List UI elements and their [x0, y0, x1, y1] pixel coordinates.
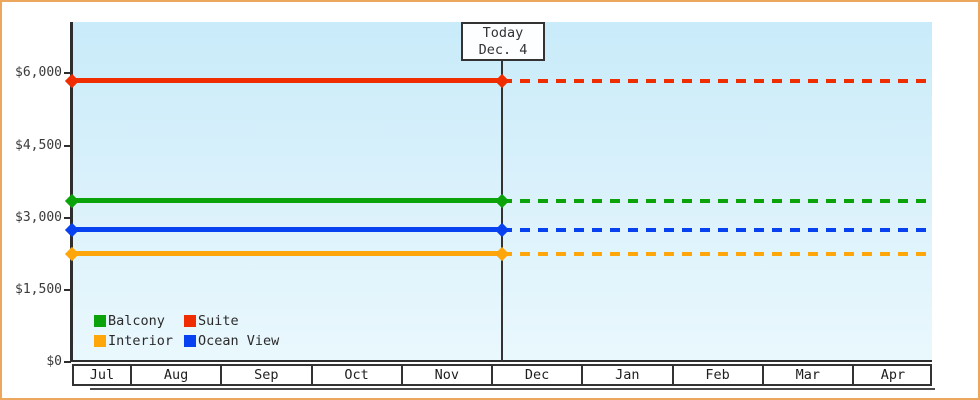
series-line-past-ocean-view — [72, 227, 502, 233]
legend-entry-ocean-view: Ocean View — [184, 333, 279, 349]
month-cell-feb: Feb — [674, 366, 764, 384]
series-line-future-ocean-view — [502, 227, 932, 232]
month-cell-jan: Jan — [583, 366, 674, 384]
y-tick-label-1500: $1,500 — [15, 281, 62, 297]
month-cell-nov: Nov — [403, 366, 493, 384]
legend-label-ocean-view: Ocean View — [198, 333, 280, 349]
today-vertical-line — [501, 22, 503, 362]
x-axis-month-row: Jul Aug Sep Oct Nov Dec Jan Feb Mar Apr — [72, 364, 932, 386]
y-tick-4500 — [64, 144, 71, 147]
legend-label-interior: Interior — [108, 333, 174, 349]
y-tick-3000 — [64, 216, 71, 219]
month-cell-sep: Sep — [222, 366, 313, 384]
y-tick-6000 — [64, 72, 71, 75]
series-line-future-interior — [502, 251, 932, 256]
month-cell-oct: Oct — [313, 366, 403, 384]
y-tick-label-6000: $6,000 — [15, 65, 62, 81]
legend-label-suite: Suite — [198, 313, 239, 329]
y-tick-1500 — [64, 288, 71, 291]
series-line-past-suite — [72, 78, 502, 84]
month-cell-dec: Dec — [493, 366, 584, 384]
legend-swatch-suite — [184, 315, 196, 327]
month-cell-mar: Mar — [764, 366, 854, 384]
today-annotation-box: Today Dec. 4 — [461, 22, 545, 61]
y-tick-label-4500: $4,500 — [15, 137, 62, 153]
legend: Balcony Suite Interior Ocean View — [94, 313, 279, 349]
legend-swatch-ocean-view — [184, 335, 196, 347]
legend-label-balcony: Balcony — [108, 313, 165, 329]
today-date-label: Dec. 4 — [478, 41, 528, 58]
month-axis-shadow-line — [90, 388, 935, 390]
series-line-past-interior — [72, 251, 502, 257]
series-line-future-suite — [502, 78, 932, 83]
month-cell-aug: Aug — [132, 366, 223, 384]
legend-entry-balcony: Balcony — [94, 313, 184, 329]
month-cell-jul: Jul — [74, 366, 132, 384]
legend-entry-interior: Interior — [94, 333, 184, 349]
y-tick-label-3000: $3,000 — [15, 209, 62, 225]
legend-entry-suite: Suite — [184, 313, 279, 329]
today-label: Today — [482, 24, 524, 41]
y-tick-label-0: $0 — [46, 354, 62, 369]
legend-swatch-interior — [94, 335, 106, 347]
month-cell-apr: Apr — [880, 367, 906, 383]
series-line-future-balcony — [502, 198, 932, 203]
legend-swatch-balcony — [94, 315, 106, 327]
series-line-past-balcony — [72, 198, 502, 204]
y-tick-0 — [64, 361, 71, 363]
